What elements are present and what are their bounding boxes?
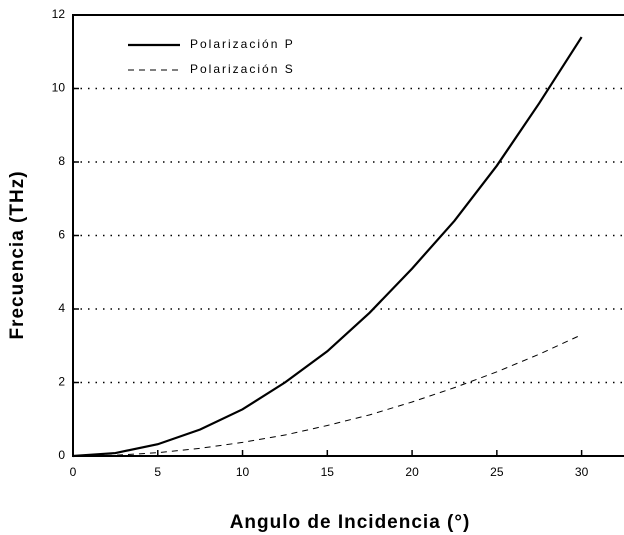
y-tick-label: 6 (58, 228, 65, 242)
y-tick-label: 0 (58, 448, 65, 462)
y-tick-label: 12 (52, 7, 66, 21)
x-axis-title: Angulo de Incidencia (°) (230, 512, 471, 533)
x-tick-label: 10 (236, 465, 250, 479)
line-series (72, 36, 583, 458)
y-tick-label: 4 (58, 301, 65, 315)
y-tick-label: 10 (52, 81, 66, 95)
y-axis-title: Frecuencia (THz) (7, 170, 28, 339)
x-tick-label: 5 (154, 465, 161, 479)
legend-text: Polarización P (190, 37, 295, 51)
y-tick-label: 2 (58, 375, 65, 389)
x-tick-label: 20 (405, 465, 419, 479)
axes (72, 14, 624, 457)
x-tick-label: 0 (70, 465, 77, 479)
x-tick-label: 15 (321, 465, 335, 479)
legend-text: Polarización S (190, 62, 295, 76)
x-tick-label: 30 (575, 465, 589, 479)
line-series (72, 334, 582, 457)
y-tick-label: 8 (58, 154, 65, 168)
x-tick-label: 25 (490, 465, 504, 479)
